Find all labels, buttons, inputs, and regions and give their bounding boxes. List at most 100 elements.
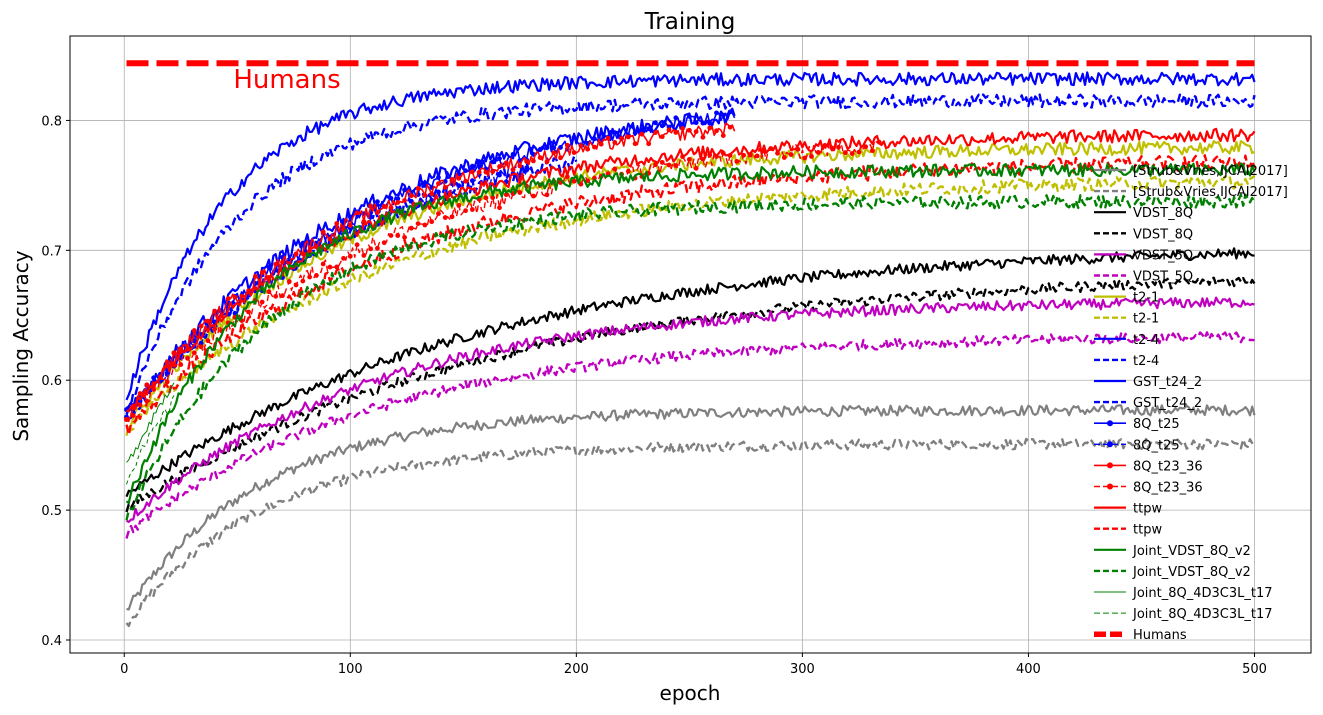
series-line	[125, 93, 1256, 411]
series-marker	[564, 174, 570, 180]
series-marker	[456, 202, 462, 208]
series-marker	[646, 126, 652, 132]
series-marker	[320, 261, 326, 267]
series-marker	[463, 168, 468, 174]
series-line	[126, 404, 1256, 611]
series-marker	[320, 229, 326, 235]
series-marker	[802, 155, 808, 161]
legend-marker	[1107, 462, 1113, 469]
series-marker	[517, 190, 523, 195]
series-marker	[137, 398, 143, 404]
series-marker	[347, 223, 353, 228]
series-marker	[673, 130, 679, 135]
series-marker	[714, 110, 719, 116]
series-marker	[605, 135, 611, 141]
series-marker	[700, 120, 706, 126]
series-marker	[130, 413, 136, 418]
series-marker	[151, 375, 157, 381]
y-tick-label: 0.6	[41, 374, 62, 389]
series-lines	[124, 60, 1256, 628]
series-marker	[347, 253, 353, 259]
series-marker	[463, 178, 468, 184]
series-marker	[734, 158, 740, 164]
series-marker	[571, 150, 577, 155]
legend-label: t2-1	[1133, 312, 1159, 327]
series-marker	[612, 130, 618, 136]
series-marker	[842, 150, 848, 156]
series-marker	[673, 115, 679, 121]
series-marker	[497, 156, 502, 161]
series-marker	[503, 192, 509, 198]
y-tick-label: 0.5	[41, 504, 62, 519]
series-marker	[164, 359, 170, 365]
series-marker	[388, 195, 394, 201]
series-marker	[490, 169, 496, 175]
series-marker	[558, 155, 563, 161]
series-marker	[680, 121, 685, 127]
series-marker	[564, 142, 570, 148]
series-marker	[781, 155, 787, 160]
series-marker	[836, 144, 841, 150]
series-marker	[456, 183, 462, 189]
series-marker	[334, 221, 340, 226]
series-line	[125, 71, 1256, 401]
series-marker	[381, 240, 387, 246]
series-marker	[598, 141, 604, 147]
series-marker	[205, 338, 211, 344]
series-marker	[639, 131, 645, 137]
legend-label: Humans	[1133, 628, 1187, 643]
series-marker	[375, 199, 380, 205]
series-line	[125, 162, 1256, 504]
series-marker	[476, 169, 482, 175]
series-line	[125, 154, 1256, 436]
series-marker	[497, 172, 502, 178]
series-marker	[659, 134, 665, 140]
series-marker	[436, 175, 441, 180]
series-marker	[659, 159, 665, 165]
series-marker	[280, 259, 285, 265]
series-line	[126, 382, 175, 463]
series-marker	[510, 167, 516, 172]
series-marker	[653, 130, 658, 135]
series-marker	[273, 261, 279, 267]
series-marker	[666, 127, 672, 133]
series-marker	[490, 159, 496, 165]
series-marker	[415, 221, 421, 227]
series-marker	[124, 417, 129, 423]
legend-label: t2-4	[1133, 333, 1159, 348]
series-marker	[469, 163, 475, 169]
series-marker	[212, 326, 218, 332]
y-tick-label: 0.8	[41, 114, 62, 129]
series-line	[125, 331, 1255, 539]
series-marker	[686, 127, 692, 133]
series-marker	[849, 151, 855, 156]
series-marker	[246, 309, 251, 315]
series-marker	[592, 136, 597, 142]
series-marker	[388, 205, 394, 211]
series-marker	[870, 148, 875, 154]
series-marker	[429, 219, 435, 225]
series-marker	[191, 328, 197, 333]
series-line	[125, 247, 1255, 498]
legend-label: Joint_8Q_4D3C3L_t17	[1132, 586, 1273, 601]
series-marker	[693, 120, 699, 126]
series-marker	[191, 350, 197, 356]
series-marker	[395, 200, 401, 205]
series-marker	[537, 147, 543, 153]
series-marker	[700, 134, 706, 140]
series-marker	[524, 159, 530, 164]
series-marker	[442, 215, 448, 220]
series-marker	[707, 125, 713, 131]
legend-label: GST_t24_2	[1133, 396, 1202, 411]
legend-label: Joint_VDST_8Q_v2	[1132, 544, 1251, 559]
series-marker	[530, 193, 536, 199]
series-marker	[673, 163, 679, 168]
series-marker	[551, 150, 557, 156]
series-marker	[436, 211, 441, 217]
series-line	[126, 127, 1256, 413]
series-marker	[497, 164, 502, 169]
series-marker	[693, 129, 699, 135]
series-marker	[578, 143, 584, 148]
x-tick-label: 100	[338, 662, 363, 677]
series-marker	[720, 133, 726, 138]
